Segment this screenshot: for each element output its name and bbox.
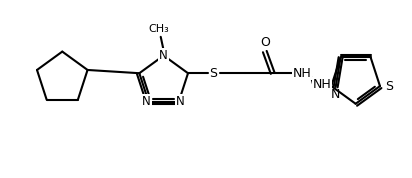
Text: N: N <box>159 49 168 62</box>
Text: N: N <box>176 95 185 108</box>
Text: O: O <box>260 36 270 49</box>
Text: NH: NH <box>293 67 311 80</box>
Text: CH₃: CH₃ <box>148 24 169 34</box>
Text: N: N <box>331 88 340 101</box>
Text: S: S <box>385 80 393 93</box>
Text: N: N <box>142 95 151 108</box>
Text: S: S <box>210 67 218 80</box>
Text: NH: NH <box>313 78 332 91</box>
